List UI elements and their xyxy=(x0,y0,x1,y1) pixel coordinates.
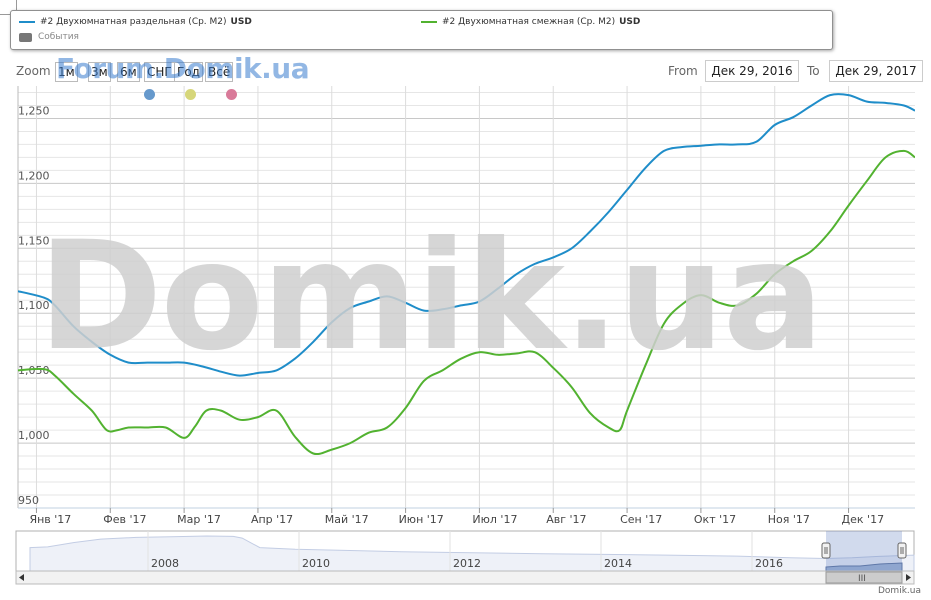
x-tick-label: Апр '17 xyxy=(251,513,293,526)
series-2-swatch xyxy=(421,21,437,23)
event-dot-1[interactable] xyxy=(144,89,155,100)
range-button-all[interactable]: Всё xyxy=(205,62,234,82)
series-2-label: #2 Двухюмнатная смежная (Ср. М2) xyxy=(442,17,616,27)
scrollbar-track xyxy=(15,570,915,585)
credit-link[interactable]: Domik.ua xyxy=(878,586,921,596)
event-dot-2[interactable] xyxy=(185,89,196,100)
scrollbar-thumb xyxy=(825,571,903,584)
series-1-swatch xyxy=(19,21,35,23)
x-tick-label: Фев '17 xyxy=(103,513,146,526)
navigator-right-handle[interactable] xyxy=(897,542,907,559)
handle-body xyxy=(821,542,831,559)
legend-item-series-1[interactable]: #2 Двухюмнатная раздельная (Ср. М2) USD xyxy=(19,17,252,27)
legend-item-series-2[interactable]: #2 Двухюмнатная смежная (Ср. М2) USD xyxy=(421,17,640,27)
x-tick-label: Авг '17 xyxy=(546,513,586,526)
navigator-scrollbar[interactable]: III xyxy=(15,570,915,585)
scroll-right-arrow-icon xyxy=(906,574,911,581)
series-2-unit: USD xyxy=(619,17,641,27)
domik-watermark: Domik.ua xyxy=(38,210,824,384)
series-1-label: #2 Двухюмнатная раздельная (Ср. М2) xyxy=(40,17,227,27)
navigator-year-label: 2012 xyxy=(453,557,481,570)
legend-item-events[interactable]: События xyxy=(19,32,79,42)
series-line-2 xyxy=(18,149,915,456)
navigator-series-area xyxy=(29,535,915,572)
range-button-3m[interactable]: 3м xyxy=(88,62,111,82)
navigator-left-handle[interactable] xyxy=(821,542,831,559)
x-tick-label: Янв '17 xyxy=(29,513,71,526)
x-tick-label: Дек '17 xyxy=(842,513,885,526)
y-tick-label: 1,250 xyxy=(18,104,50,117)
x-tick-label: Июл '17 xyxy=(472,513,517,526)
handle-body xyxy=(897,542,907,559)
event-dot-3[interactable] xyxy=(226,89,237,100)
y-tick-label: 1,100 xyxy=(18,299,50,312)
forum-watermark: Forum.Domik.ua xyxy=(56,52,310,85)
legend: #2 Двухюмнатная раздельная (Ср. М2) USD … xyxy=(10,10,833,50)
events-swatch xyxy=(19,32,32,42)
to-label: To xyxy=(807,64,820,78)
x-tick-label: Июн '17 xyxy=(399,513,444,526)
y-tick-label: 1,000 xyxy=(18,429,50,442)
y-tick-label: 1,050 xyxy=(18,364,50,377)
y-tick-label: 1,150 xyxy=(18,234,50,247)
x-tick-label: Мар '17 xyxy=(177,513,221,526)
series-1-unit: USD xyxy=(230,17,252,27)
range-button-year[interactable]: Год xyxy=(174,62,203,82)
scroll-left-arrow-icon xyxy=(19,574,24,581)
x-tick-label: Май '17 xyxy=(325,513,369,526)
x-tick-label: Окт '17 xyxy=(694,513,736,526)
range-button-6m[interactable]: 6м xyxy=(117,62,140,82)
from-label: From xyxy=(668,64,698,78)
navigator-year-label: 2008 xyxy=(151,557,179,570)
x-tick-label: Сен '17 xyxy=(620,513,662,526)
navigator-year-label: 2016 xyxy=(755,557,783,570)
navigator-year-label: 2010 xyxy=(302,557,330,570)
navigator-year-label: 2014 xyxy=(604,557,632,570)
range-button-1m[interactable]: 1м xyxy=(55,62,78,82)
series-line-1 xyxy=(18,93,915,377)
y-tick-label: 950 xyxy=(18,494,39,507)
zoom-label: Zoom xyxy=(16,64,51,78)
scrollbar-grip-icon: III xyxy=(858,574,866,584)
plot-area xyxy=(18,86,915,508)
from-date-input[interactable]: Дек 29, 2016 xyxy=(705,60,799,82)
y-tick-label: 1,200 xyxy=(18,169,50,182)
x-tick-label: Ноя '17 xyxy=(768,513,810,526)
events-label: События xyxy=(38,32,79,42)
to-date-input[interactable]: Дек 29, 2017 xyxy=(829,60,923,82)
